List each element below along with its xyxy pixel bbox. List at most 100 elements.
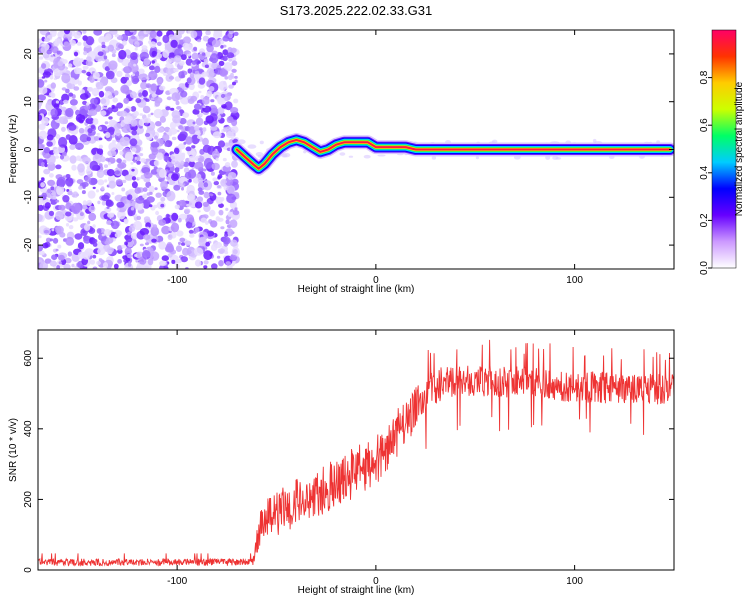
noise-blob [62,195,70,203]
noise-blob [106,247,114,253]
noise-blob [38,213,43,223]
noise-blob [134,254,138,257]
noise-blob [115,179,123,186]
noise-blob [180,54,187,61]
noise-blob [117,162,127,169]
noise-blob [184,240,192,246]
noise-blob [122,136,130,143]
noise-blob [153,108,163,119]
noise-blob [47,179,56,187]
noise-blob [167,253,173,258]
noise-blob [67,251,73,257]
noise-blob [104,206,112,213]
noise-blob [55,199,60,203]
noise-blob [209,53,219,64]
noise-blob [209,209,216,217]
noise-blob [84,104,91,111]
noise-blob [179,117,187,125]
noise-blob [51,228,55,232]
noise-blob [205,115,214,124]
noise-blob [149,30,157,39]
noise-blob [98,144,104,149]
noise-blob [191,60,197,65]
noise-blob [51,46,59,54]
noise-blob [228,38,233,42]
noise-blob [166,44,172,50]
colorbar-ticks: 0.0 0.2 0.4 0.6 0.8 [699,70,712,275]
noise-blob [90,124,96,129]
noise-blob [180,90,188,98]
noise-blob [123,218,129,223]
noise-blob [41,76,46,79]
noise-blob [73,86,80,91]
noise-blob [210,125,218,131]
noise-blob [86,102,90,106]
noise-blob [45,237,52,243]
noise-blob [38,235,42,239]
noise-blob [88,109,98,116]
noise-blob [38,79,45,88]
noise-blob [173,147,180,155]
noise-blob [166,190,176,202]
noise-blob [202,201,209,207]
noise-blob [202,127,207,132]
noise-blob [142,187,148,193]
noise-blob [168,127,178,135]
noise-blob [72,191,79,198]
noise-blob [116,102,123,109]
noise-blob [46,49,52,55]
noise-blob [159,116,166,123]
noise-blob [96,169,105,179]
noise-blob [117,259,122,264]
noise-blob [156,30,163,37]
noise-blob [111,53,116,58]
noise-blob [181,152,186,157]
noise-blob [50,108,58,118]
noise-blob [134,47,138,51]
noise-blob [66,189,70,192]
noise-blob [195,117,204,126]
noise-blob [58,136,68,148]
noise-blob [66,82,72,89]
noise-blob [194,70,200,75]
noise-blob [159,260,167,267]
noise-blob [83,223,91,231]
noise-blob [209,104,218,113]
noise-blob [183,167,190,174]
noise-blob [230,72,234,78]
noise-blob [38,114,43,121]
noise-blob [118,43,124,49]
noise-blob [49,260,57,267]
noise-blob [173,68,177,72]
noise-blob [198,77,206,85]
noise-blob [92,72,100,80]
noise-blob [44,258,52,264]
noise-blob [120,33,129,42]
noise-blob [104,132,111,138]
noise-blob [202,168,207,172]
noise-blob [231,60,238,66]
noise-blob [153,160,160,167]
noise-blob [137,177,141,180]
noise-blob [50,30,57,37]
noise-blob [186,51,190,55]
noise-blob [40,162,46,167]
noise-blob [226,52,235,59]
noise-blob [104,121,109,125]
noise-blob [95,81,104,90]
noise-blob [87,220,91,225]
noise-blob [205,30,211,36]
noise-blob [101,44,106,49]
noise-blob [56,50,61,55]
noise-blob [50,186,55,191]
noise-blob [68,225,74,230]
noise-blob [38,204,44,211]
noise-blob [158,241,167,250]
noise-blob [107,107,113,114]
noise-blob [217,140,226,148]
noise-blob [41,117,49,126]
noise-blob [234,207,238,211]
noise-blob [98,36,107,44]
noise-blob [51,254,58,260]
snr-series [38,339,674,567]
